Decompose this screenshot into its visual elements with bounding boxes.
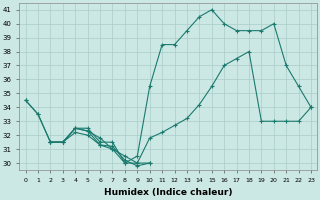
X-axis label: Humidex (Indice chaleur): Humidex (Indice chaleur) — [104, 188, 233, 197]
